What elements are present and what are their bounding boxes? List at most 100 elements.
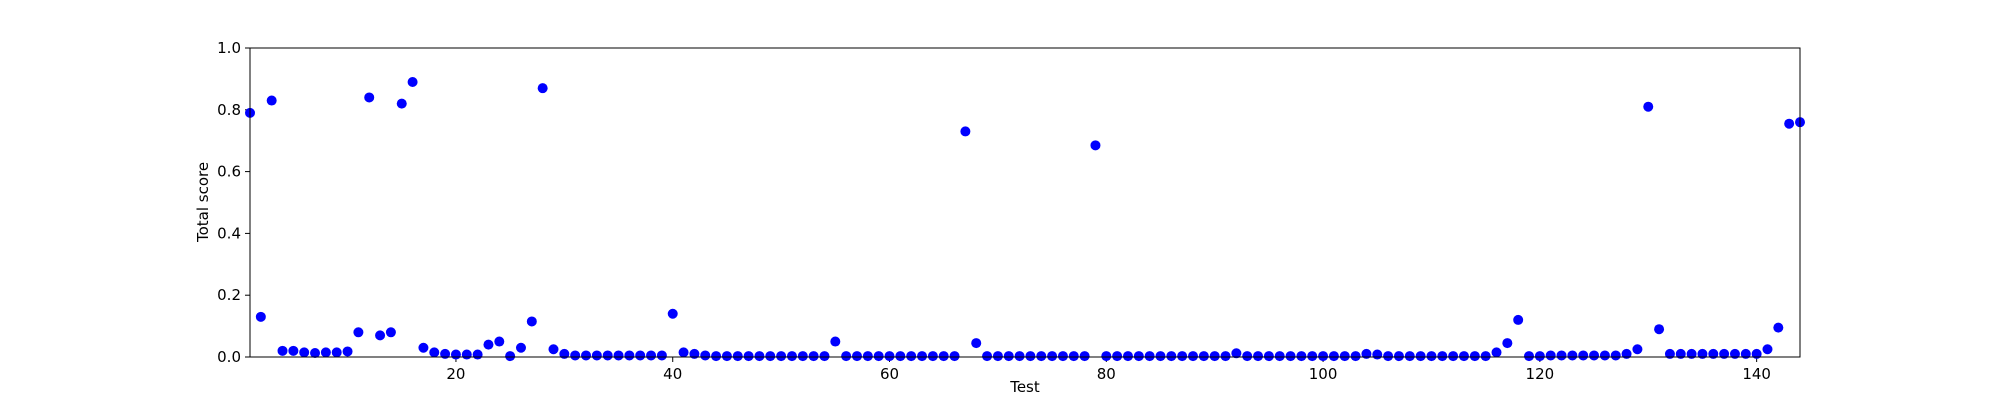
plot-frame (249, 47, 1801, 358)
point (494, 336, 505, 347)
point (266, 95, 277, 106)
point (396, 98, 407, 109)
point (1068, 351, 1079, 362)
point (1491, 347, 1502, 358)
point (743, 351, 754, 362)
point (255, 311, 266, 322)
point (949, 351, 960, 362)
point (1458, 351, 1469, 362)
point (1188, 351, 1199, 362)
point (1545, 350, 1556, 361)
point (927, 351, 938, 362)
y-tick-label: 0.6 (217, 163, 241, 181)
point (277, 345, 288, 356)
point (407, 76, 418, 87)
point (678, 347, 689, 358)
point (1047, 351, 1058, 362)
point (1209, 351, 1220, 362)
point (1740, 348, 1751, 359)
point (320, 347, 331, 358)
point (862, 351, 873, 362)
x-tick-label: 60 (880, 365, 899, 383)
point (1166, 351, 1177, 362)
point (1198, 351, 1209, 362)
point (1372, 349, 1383, 360)
point (1036, 351, 1047, 362)
point (1133, 351, 1144, 362)
y-tick-label: 0.8 (217, 101, 241, 119)
point (1307, 351, 1318, 362)
point (1361, 348, 1372, 359)
point (1437, 351, 1448, 362)
point (1708, 348, 1719, 359)
point (375, 330, 386, 341)
point (342, 346, 353, 357)
point (1177, 351, 1188, 362)
point (515, 342, 526, 353)
point (1057, 351, 1068, 362)
point (895, 351, 906, 362)
point (635, 350, 646, 361)
point (1285, 351, 1296, 362)
point (613, 350, 624, 361)
point (288, 345, 299, 356)
point (1112, 351, 1123, 362)
point (1502, 338, 1513, 349)
point (353, 327, 364, 338)
y-tick-label: 1.0 (217, 39, 241, 57)
point (1144, 351, 1155, 362)
point (819, 351, 830, 362)
point (1534, 351, 1545, 362)
point (1480, 351, 1491, 362)
point (1643, 101, 1654, 112)
point (472, 349, 483, 360)
point (483, 339, 494, 350)
point (1426, 351, 1437, 362)
y-tick-label: 0.4 (217, 224, 241, 242)
point (1393, 351, 1404, 362)
point (1350, 351, 1361, 362)
point (1784, 118, 1795, 129)
x-tick-label: 100 (1309, 365, 1338, 383)
point (776, 351, 787, 362)
point (1122, 351, 1133, 362)
point (1719, 348, 1730, 359)
point (1415, 351, 1426, 362)
point (1654, 324, 1665, 335)
point (1231, 348, 1242, 359)
point (1578, 350, 1589, 361)
point (1567, 350, 1578, 361)
point (884, 351, 895, 362)
point (559, 348, 570, 359)
point (689, 348, 700, 359)
point (1664, 348, 1675, 359)
point (624, 350, 635, 361)
point (331, 347, 342, 358)
point (1751, 348, 1762, 359)
point (721, 351, 732, 362)
point (1610, 350, 1621, 361)
point (1556, 350, 1567, 361)
point (1773, 322, 1784, 333)
point (971, 338, 982, 349)
x-tick-label: 140 (1742, 365, 1771, 383)
point (1242, 351, 1253, 362)
point (450, 349, 461, 360)
point (656, 350, 667, 361)
point (797, 351, 808, 362)
point (591, 350, 602, 361)
point (1675, 348, 1686, 359)
point (1729, 348, 1740, 359)
point (548, 344, 559, 355)
point (808, 351, 819, 362)
point (646, 350, 657, 361)
point (1328, 351, 1339, 362)
point (1003, 351, 1014, 362)
point (440, 348, 451, 359)
point (1599, 350, 1610, 361)
point (1524, 351, 1535, 362)
y-tick-label: 0.0 (217, 348, 241, 366)
point (385, 327, 396, 338)
